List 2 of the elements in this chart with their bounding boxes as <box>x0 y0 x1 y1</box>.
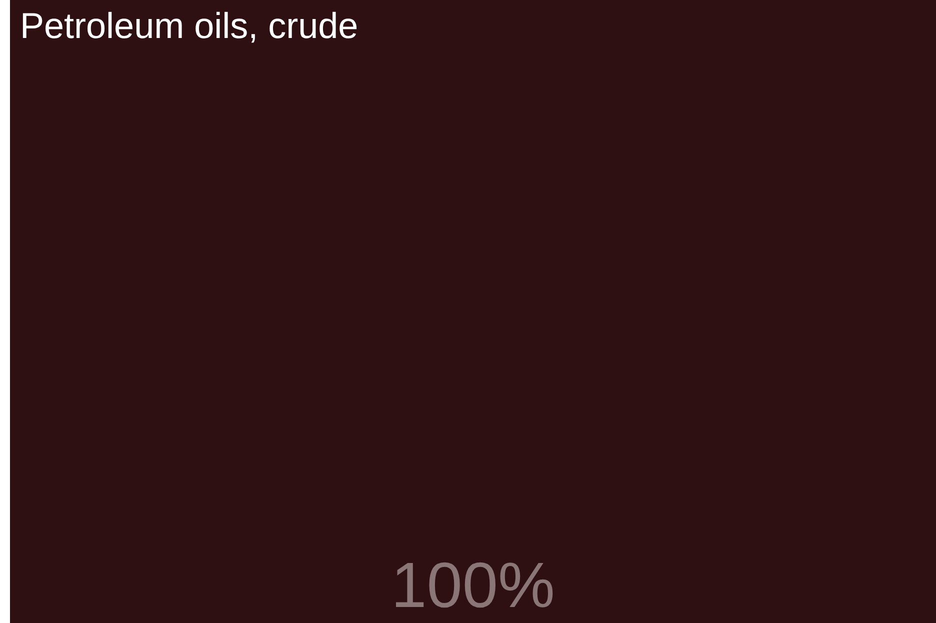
data-label: 100% <box>391 549 555 621</box>
category-label: Petroleum oils, crude <box>20 4 358 46</box>
